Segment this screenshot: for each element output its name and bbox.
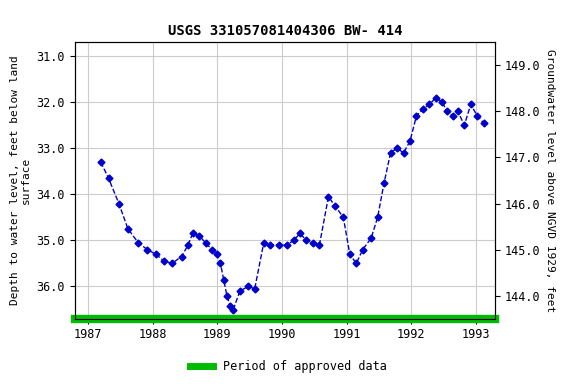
Y-axis label: Depth to water level, feet below land
surface: Depth to water level, feet below land su…: [9, 56, 31, 305]
Legend: Period of approved data: Period of approved data: [185, 356, 391, 378]
Title: USGS 331057081404306 BW- 414: USGS 331057081404306 BW- 414: [168, 24, 403, 38]
Y-axis label: Groundwater level above NGVD 1929, feet: Groundwater level above NGVD 1929, feet: [544, 49, 555, 312]
